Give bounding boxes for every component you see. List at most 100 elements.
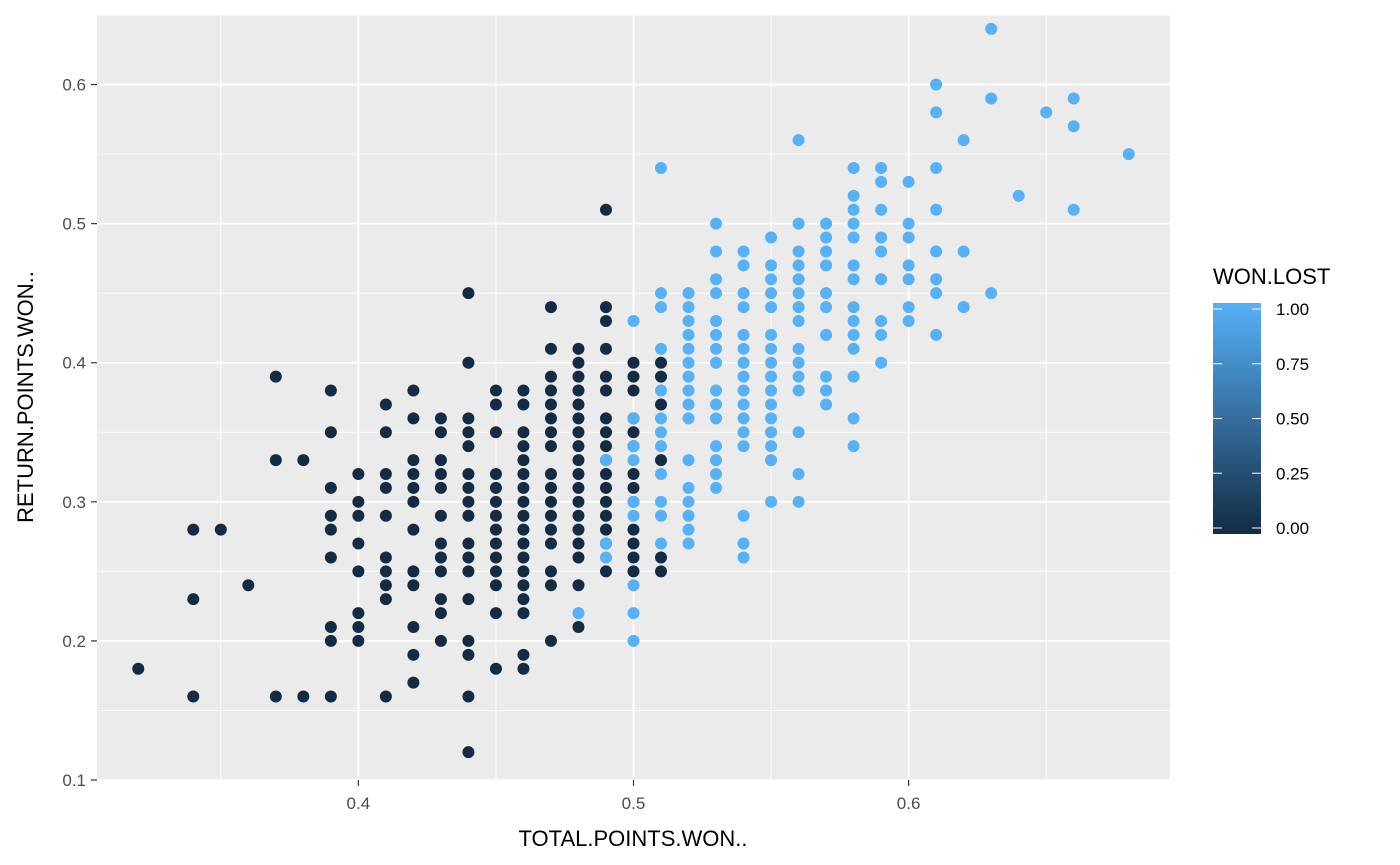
data-point: [489, 579, 502, 592]
data-point: [572, 607, 585, 620]
data-point: [407, 621, 420, 633]
data-point: [710, 328, 723, 341]
data-point: [682, 398, 695, 411]
y-tick-label: 0.4: [62, 354, 86, 373]
data-point: [737, 342, 750, 355]
data-point: [187, 523, 200, 536]
data-point: [847, 342, 860, 355]
data-point: [544, 301, 557, 314]
data-points: [132, 22, 1135, 759]
data-point: [407, 676, 420, 689]
data-point: [682, 454, 695, 467]
data-point: [737, 509, 750, 522]
data-point: [847, 231, 860, 244]
data-point: [627, 579, 640, 592]
data-point: [930, 162, 943, 174]
data-point: [599, 495, 612, 508]
data-point: [655, 356, 668, 369]
data-point: [544, 565, 557, 578]
data-point: [710, 217, 723, 230]
x-axis-title: TOTAL.POINTS.WON..: [519, 826, 748, 851]
data-point: [847, 301, 860, 314]
data-point: [187, 690, 200, 703]
data-point: [324, 426, 337, 439]
legend-ticks: 0.00 0.25 0.50 0.75 1.00: [1213, 300, 1309, 538]
legend-label: 1.00: [1276, 300, 1309, 319]
data-point: [434, 481, 447, 494]
data-point: [655, 537, 668, 550]
data-point: [572, 468, 585, 480]
data-point: [379, 481, 392, 494]
data-point: [655, 440, 668, 453]
data-point: [462, 551, 475, 564]
data-point: [710, 356, 723, 369]
data-point: [765, 398, 778, 411]
data-point: [572, 481, 585, 494]
data-point: [930, 273, 943, 286]
data-point: [792, 301, 805, 314]
y-tick-label: 0.2: [62, 632, 86, 651]
data-point: [544, 440, 557, 453]
y-tick-label: 0.5: [62, 215, 86, 234]
data-point: [517, 495, 530, 508]
data-point: [572, 384, 585, 397]
data-point: [379, 593, 392, 606]
data-point: [407, 565, 420, 578]
data-point: [792, 468, 805, 480]
data-point: [1012, 189, 1025, 202]
data-point: [902, 315, 915, 327]
data-point: [599, 523, 612, 536]
data-point: [462, 412, 475, 425]
data-point: [765, 342, 778, 355]
data-point: [682, 384, 695, 397]
data-point: [434, 593, 447, 606]
data-point: [627, 468, 640, 480]
data-point: [544, 634, 557, 647]
data-point: [682, 356, 695, 369]
data-point: [655, 509, 668, 522]
data-point: [765, 426, 778, 439]
data-point: [710, 384, 723, 397]
data-point: [655, 565, 668, 578]
data-point: [847, 162, 860, 174]
data-point: [875, 175, 888, 188]
data-point: [655, 495, 668, 508]
data-point: [489, 495, 502, 508]
data-point: [324, 481, 337, 494]
data-point: [820, 231, 833, 244]
data-point: [517, 523, 530, 536]
data-point: [930, 78, 943, 91]
data-point: [517, 481, 530, 494]
data-point: [627, 607, 640, 620]
data-point: [269, 370, 282, 383]
data-point: [352, 634, 365, 647]
y-axis-ticks: 0.1 0.2 0.3 0.4 0.5 0.6: [62, 76, 97, 790]
legend-label: 0.00: [1276, 519, 1309, 538]
data-point: [682, 287, 695, 300]
data-point: [489, 607, 502, 620]
data-point: [324, 384, 337, 397]
data-point: [517, 468, 530, 480]
data-point: [324, 690, 337, 703]
data-point: [792, 217, 805, 230]
data-point: [462, 746, 475, 759]
data-point: [682, 328, 695, 341]
data-point: [682, 315, 695, 327]
data-point: [737, 412, 750, 425]
data-point: [544, 481, 557, 494]
data-point: [627, 356, 640, 369]
data-point: [517, 537, 530, 550]
data-point: [517, 579, 530, 592]
data-point: [599, 412, 612, 425]
data-point: [572, 356, 585, 369]
data-point: [462, 593, 475, 606]
data-point: [379, 579, 392, 592]
data-point: [847, 412, 860, 425]
data-point: [627, 440, 640, 453]
data-point: [627, 495, 640, 508]
data-point: [682, 537, 695, 550]
data-point: [434, 412, 447, 425]
data-point: [682, 495, 695, 508]
data-point: [544, 370, 557, 383]
data-point: [544, 537, 557, 550]
